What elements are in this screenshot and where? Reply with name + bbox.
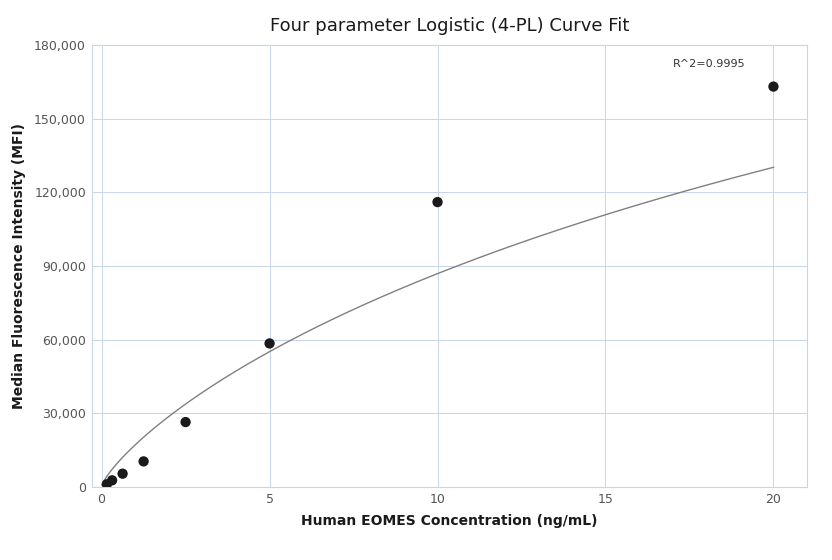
Text: R^2=0.9995: R^2=0.9995 (672, 59, 745, 69)
Point (116, 469, 129, 478)
Point (137, 457, 151, 466)
Point (100, 480, 113, 489)
Point (106, 476, 119, 485)
Point (263, 339, 276, 348)
Y-axis label: Median Fluorescence Intensity (MFI): Median Fluorescence Intensity (MFI) (12, 123, 26, 409)
Point (431, 198, 444, 207)
Point (179, 418, 192, 427)
Point (767, 82, 780, 91)
X-axis label: Human EOMES Concentration (ng/mL): Human EOMES Concentration (ng/mL) (301, 514, 597, 528)
Title: Four parameter Logistic (4-PL) Curve Fit: Four parameter Logistic (4-PL) Curve Fit (270, 17, 629, 35)
